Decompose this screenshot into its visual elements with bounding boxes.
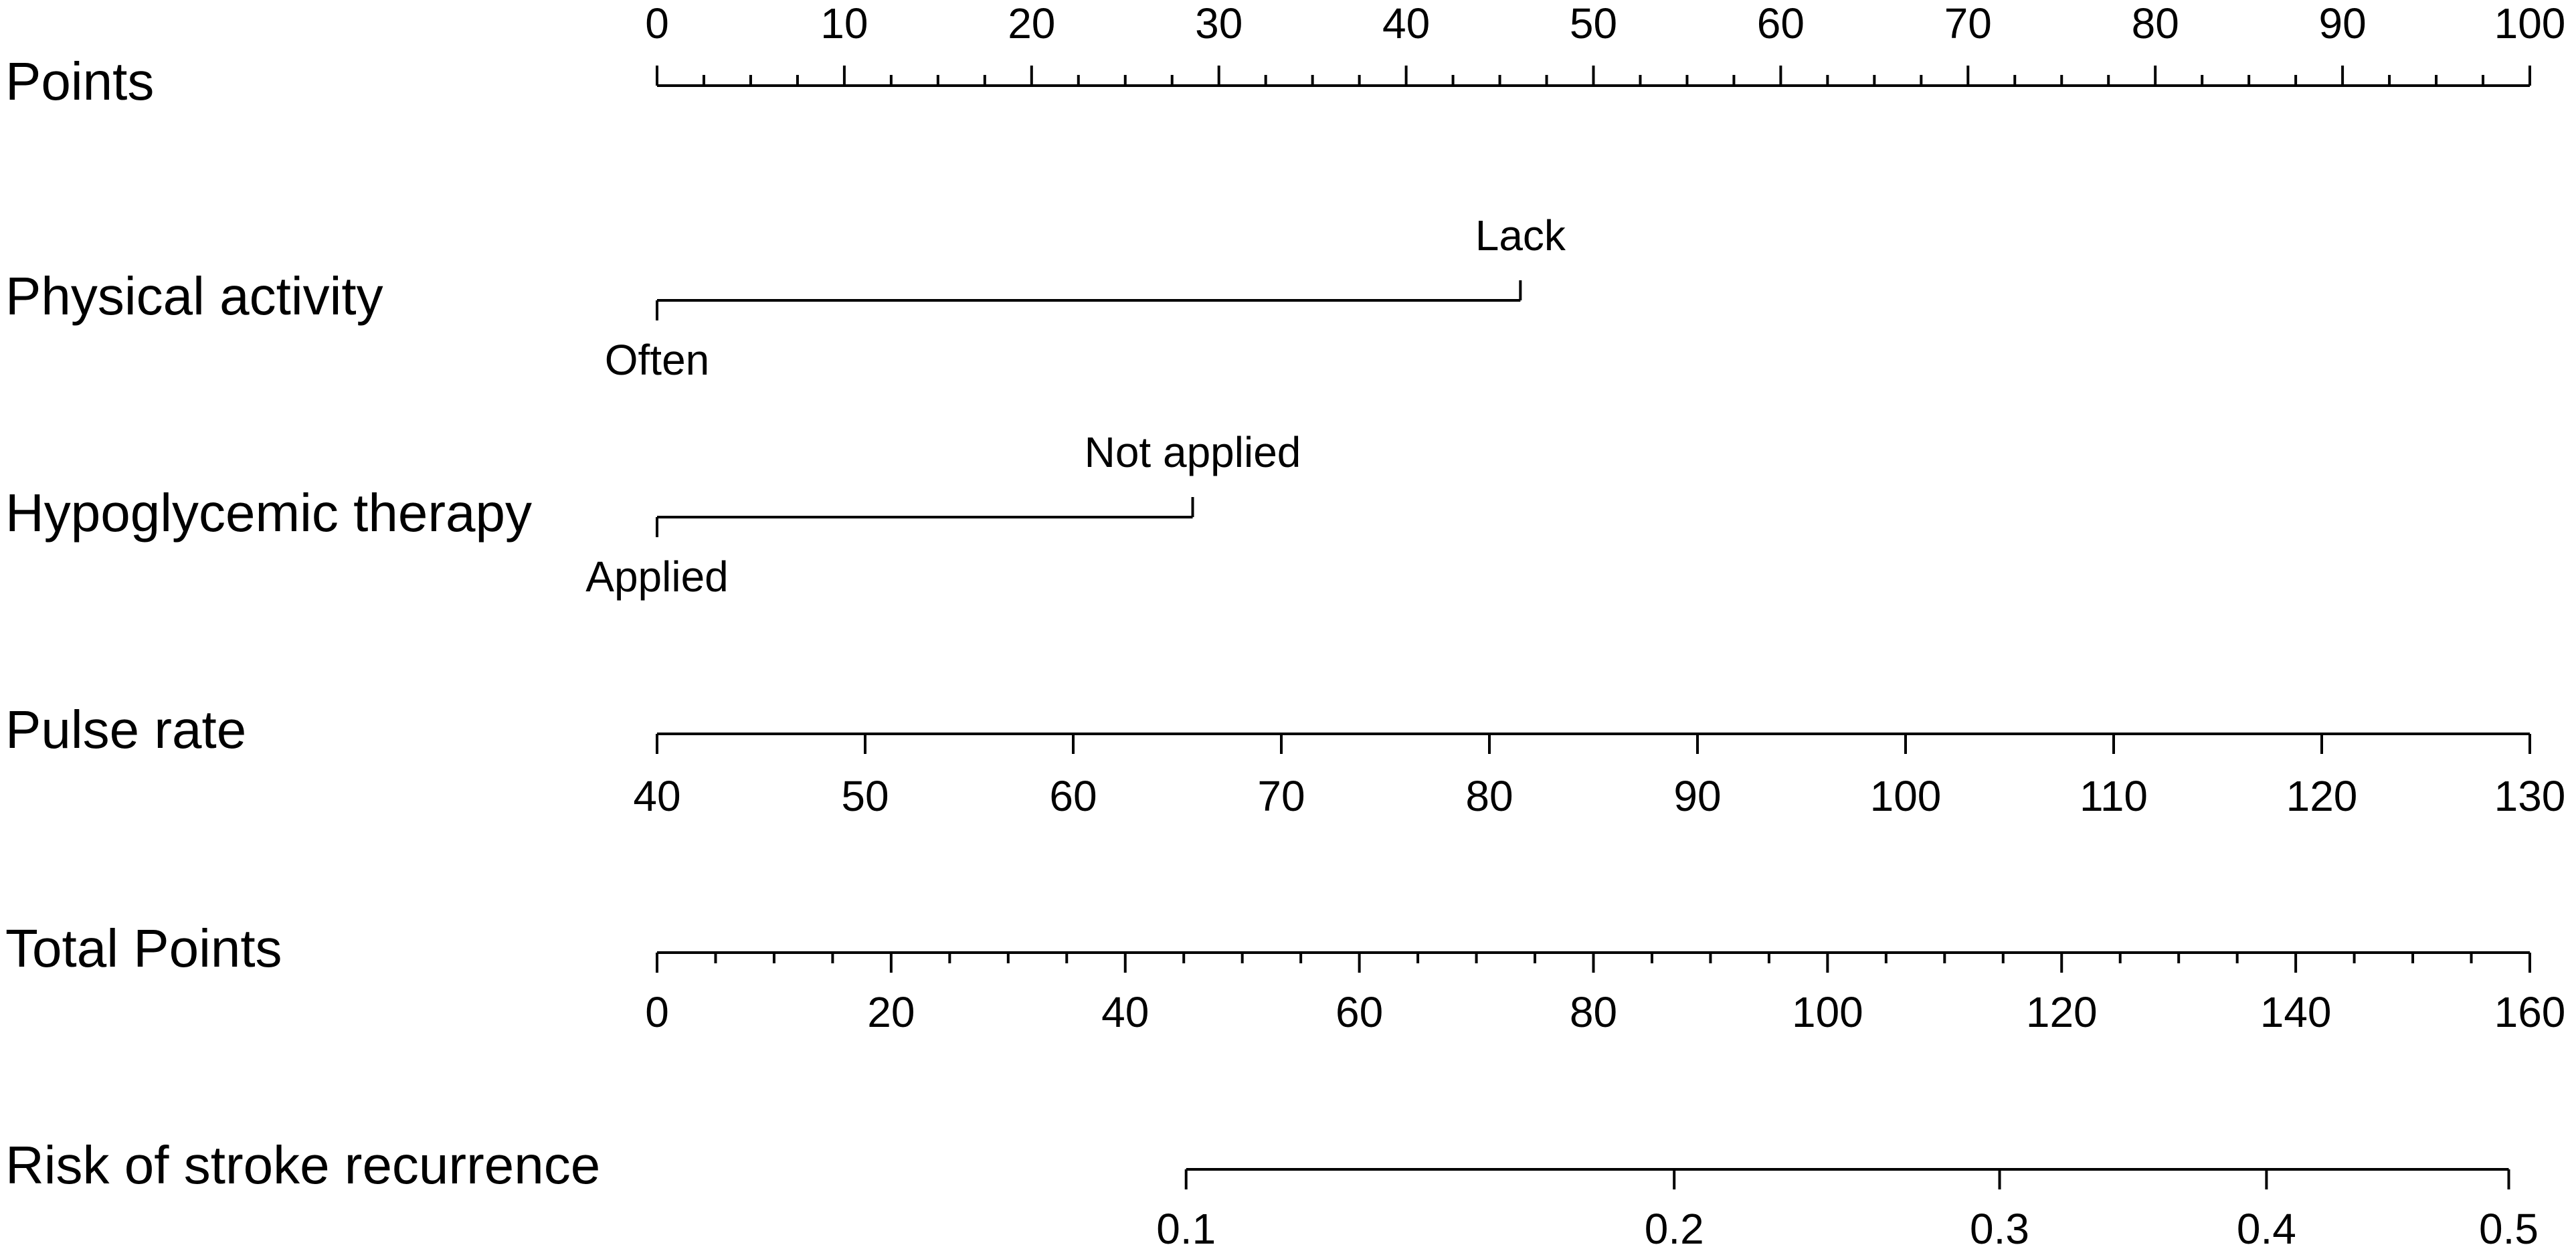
row-label: Total Points bbox=[5, 918, 282, 978]
tick-label: 50 bbox=[1570, 0, 1617, 47]
tick-label: 10 bbox=[820, 0, 868, 47]
tick-label: 100 bbox=[2494, 0, 2566, 47]
tick-label: 40 bbox=[633, 772, 680, 820]
tick-label: 120 bbox=[2286, 772, 2358, 820]
tick-label: 90 bbox=[2319, 0, 2367, 47]
tick-label: 70 bbox=[1944, 0, 1992, 47]
row-label: Risk of stroke recurrence bbox=[5, 1135, 600, 1195]
tick-label: 140 bbox=[2260, 988, 2332, 1036]
row-label: Pulse rate bbox=[5, 700, 246, 759]
tick-label: 60 bbox=[1757, 0, 1805, 47]
tick-label: 90 bbox=[1673, 772, 1721, 820]
tick-label: 160 bbox=[2494, 988, 2566, 1036]
row-label: Physical activity bbox=[5, 266, 383, 326]
tick-label: 0 bbox=[645, 988, 669, 1036]
tick-label: 20 bbox=[867, 988, 915, 1036]
tick-label: 80 bbox=[1570, 988, 1617, 1036]
tick-label: 30 bbox=[1195, 0, 1243, 47]
tick-label: 130 bbox=[2494, 772, 2566, 820]
tick-label: 20 bbox=[1008, 0, 1055, 47]
tick-label: 60 bbox=[1336, 988, 1383, 1036]
tick-label: 100 bbox=[1870, 772, 1942, 820]
tick-label: 120 bbox=[2026, 988, 2098, 1036]
level-label: Lack bbox=[1475, 211, 1566, 260]
tick-label: 110 bbox=[2080, 772, 2148, 820]
tick-label: 80 bbox=[1465, 772, 1513, 820]
tick-label: 0.2 bbox=[1645, 1205, 1704, 1253]
tick-label: 70 bbox=[1257, 772, 1305, 820]
tick-label: 0.5 bbox=[2479, 1205, 2539, 1253]
tick-label: 60 bbox=[1049, 772, 1097, 820]
level-label: Often bbox=[605, 336, 710, 384]
level-label: Not applied bbox=[1085, 428, 1301, 476]
row-label: Points bbox=[5, 52, 154, 111]
tick-label: 50 bbox=[841, 772, 889, 820]
level-label: Applied bbox=[585, 553, 729, 601]
tick-label: 0.3 bbox=[1970, 1205, 2029, 1253]
tick-label: 100 bbox=[1792, 988, 1863, 1036]
row-label: Hypoglycemic therapy bbox=[5, 483, 532, 543]
tick-label: 40 bbox=[1101, 988, 1149, 1036]
tick-label: 80 bbox=[2132, 0, 2179, 47]
tick-label: 40 bbox=[1382, 0, 1430, 47]
tick-label: 0 bbox=[645, 0, 669, 47]
tick-label: 0.4 bbox=[2237, 1205, 2296, 1253]
tick-label: 0.1 bbox=[1156, 1205, 1216, 1253]
